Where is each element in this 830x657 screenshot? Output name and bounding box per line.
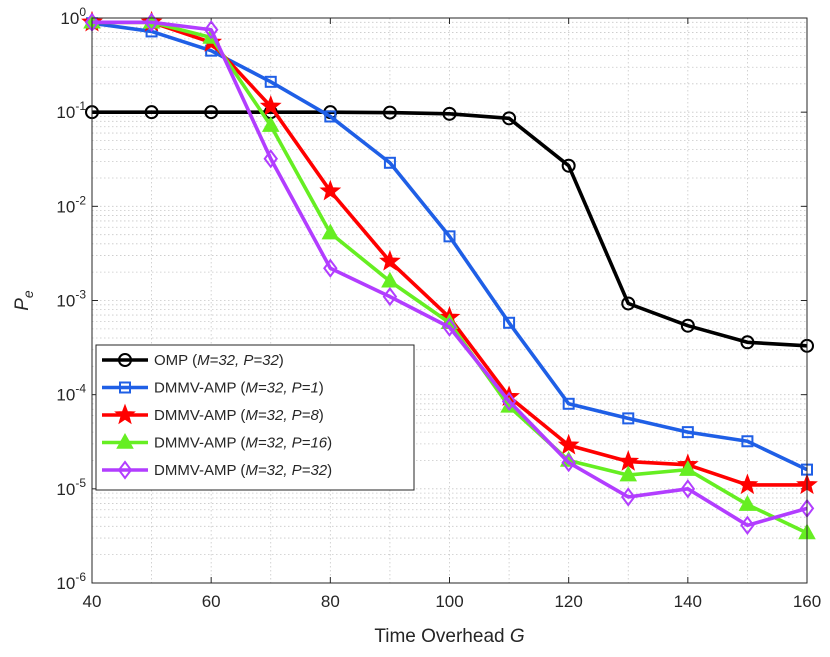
data-point-square (741, 435, 754, 448)
legend-entry: DMMV-AMP (M=32, P=1) (102, 380, 324, 397)
data-point-diamond (117, 460, 133, 480)
legend-entry: OMP (M=32, P=32) (102, 352, 284, 369)
plot-frame (91, 17, 808, 584)
y-tick-label: 10-5 (56, 476, 86, 499)
legend-entry: DMMV-AMP (M=32, P=16) (102, 432, 332, 452)
data-point-triangle (679, 460, 697, 476)
data-point-star (114, 403, 136, 425)
legend-label: OMP (M=32, P=32) (154, 352, 284, 369)
y-axis-label: Pe (12, 290, 36, 311)
y-tick-label: 10-4 (56, 382, 86, 405)
data-point-star (319, 179, 342, 201)
data-point-square (622, 412, 635, 425)
data-point-square (562, 397, 575, 410)
data-point-diamond (680, 479, 696, 499)
series-lines (81, 10, 818, 540)
data-point-triangle (261, 116, 280, 132)
axis-labels: Time Overhead G Pe (12, 290, 525, 647)
legend-label: DMMV-AMP (M=32, P=16) (154, 435, 332, 452)
y-tick-label: 10-3 (56, 288, 86, 311)
x-tick-label: 80 (321, 592, 340, 611)
data-point-star (259, 95, 282, 116)
series-1 (85, 105, 814, 353)
data-point-diamond (382, 286, 398, 307)
data-point-star (736, 473, 759, 495)
data-point-star (379, 249, 401, 271)
data-point-diamond (501, 391, 517, 411)
data-point-star (557, 433, 580, 455)
legend-label: DMMV-AMP (M=32, P=1) (154, 380, 324, 397)
y-tick-label: 10-6 (56, 570, 86, 593)
legend-entry: DMMV-AMP (M=32, P=32) (102, 460, 332, 480)
data-point-triangle (381, 271, 399, 288)
data-point-triangle (321, 223, 340, 240)
y-tick-label: 10-2 (56, 193, 86, 216)
data-point-circle (144, 105, 159, 120)
data-point-circle (561, 158, 576, 173)
data-point-diamond (144, 12, 159, 32)
data-point-square (324, 110, 337, 123)
data-point-square (383, 156, 396, 169)
legend-entry: DMMV-AMP (M=32, P=8) (102, 403, 324, 425)
legend-label: DMMV-AMP (M=32, P=8) (154, 407, 324, 424)
y-tick-label: 100 (60, 5, 86, 28)
data-point-circle (118, 353, 132, 367)
data-point-diamond (263, 149, 278, 169)
data-point-square (503, 316, 516, 329)
data-point-triangle (116, 432, 134, 449)
data-point-circle (740, 335, 755, 350)
data-point-circle (621, 296, 636, 311)
data-point-diamond (203, 20, 219, 40)
data-point-circle (680, 318, 695, 333)
data-point-circle (442, 106, 457, 121)
series-5 (84, 12, 815, 535)
axis-ticks: 40 60 80 100 120 140 160 100 10-1 10-2 10-3 10-4 10-… (56, 5, 821, 611)
x-tick-label: 120 (554, 592, 582, 611)
x-tick-label: 100 (435, 592, 463, 611)
y-tick-label: 10-1 (56, 99, 86, 122)
data-point-triangle (738, 495, 757, 511)
data-point-diamond (621, 487, 636, 507)
data-point-triangle (619, 465, 638, 482)
grid (91, 17, 808, 584)
x-tick-label: 60 (202, 592, 221, 611)
legend: OMP (M=32, P=32) DMMV-AMP (M=32, P=1) DMMV… (95, 344, 415, 491)
data-point-circle (382, 105, 397, 120)
series-line (92, 110, 808, 348)
data-point-square (681, 426, 694, 439)
data-point-square (443, 230, 456, 243)
series-line (92, 20, 808, 528)
data-point-diamond (740, 515, 755, 535)
legend-box (95, 344, 415, 491)
x-axis-label: Time Overhead G (374, 626, 524, 647)
data-point-circle (204, 105, 219, 120)
x-tick-label: 160 (793, 592, 821, 611)
data-point-diamond (561, 452, 576, 473)
data-point-circle (502, 111, 517, 126)
data-point-diamond (323, 258, 338, 278)
data-point-diamond (442, 317, 457, 337)
x-tick-label: 40 (83, 592, 102, 611)
data-point-square (119, 381, 131, 394)
data-point-square (264, 75, 277, 88)
legend-label: DMMV-AMP (M=32, P=32) (154, 462, 332, 479)
series-line (91, 21, 808, 472)
x-tick-label: 140 (674, 592, 702, 611)
